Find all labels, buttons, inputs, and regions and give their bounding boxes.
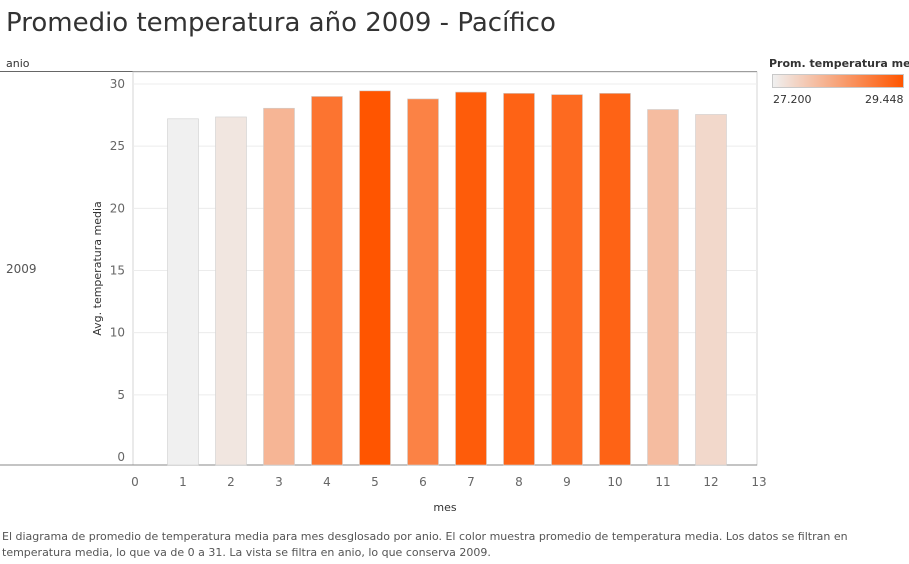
bar-mes-1[interactable]	[167, 118, 199, 466]
x-tick-label: 12	[703, 475, 718, 489]
bar-mes-10[interactable]	[599, 93, 631, 466]
bar-mes-6[interactable]	[407, 98, 439, 466]
x-tick-label: 0	[131, 475, 139, 489]
y-axis-title[interactable]: Avg. temperatura media	[91, 201, 104, 335]
bar-mes-2[interactable]	[215, 116, 247, 466]
y-tick-label: 5	[117, 388, 125, 402]
y-tick-label: 20	[110, 201, 125, 215]
x-tick-label: 10	[607, 475, 622, 489]
bar-mes-4[interactable]	[311, 96, 343, 466]
x-tick-label: 4	[323, 475, 331, 489]
y-tick-label: 25	[110, 139, 125, 153]
x-tick-label: 7	[467, 475, 475, 489]
bar-mes-7[interactable]	[455, 91, 487, 466]
y-tick-label: 15	[110, 264, 125, 278]
y-tick-label: 10	[110, 326, 125, 340]
x-tick-label: 1	[179, 475, 187, 489]
x-tick-label: 3	[275, 475, 283, 489]
x-tick-label: 13	[751, 475, 766, 489]
x-tick-label: 9	[563, 475, 571, 489]
row-header-anio[interactable]: anio	[6, 57, 30, 70]
legend-min-label: 27.200	[773, 93, 812, 106]
chart-caption: El diagrama de promedio de temperatura m…	[2, 530, 848, 559]
y-tick-label: 0	[117, 450, 125, 464]
row-label-2009[interactable]: 2009	[6, 262, 37, 276]
x-tick-label: 6	[419, 475, 427, 489]
bar-mes-9[interactable]	[551, 94, 583, 466]
x-tick-label: 2	[227, 475, 235, 489]
bar-mes-12[interactable]	[695, 114, 727, 466]
page-title: Promedio temperatura año 2009 - Pacífico	[6, 8, 556, 38]
x-tick-label: 8	[515, 475, 523, 489]
x-axis-title[interactable]: mes	[433, 501, 456, 514]
bar-mes-5[interactable]	[359, 90, 391, 466]
bar-mes-3[interactable]	[263, 107, 295, 466]
bar-mes-11[interactable]	[647, 109, 679, 466]
bar-mes-8[interactable]	[503, 93, 535, 466]
legend-title[interactable]: Prom. temperatura me..	[769, 57, 909, 70]
x-tick-label: 5	[371, 475, 379, 489]
legend-color-ramp	[772, 74, 904, 88]
y-tick-label: 30	[110, 77, 125, 91]
legend-max-label: 29.448	[865, 93, 904, 106]
x-tick-label: 11	[655, 475, 670, 489]
